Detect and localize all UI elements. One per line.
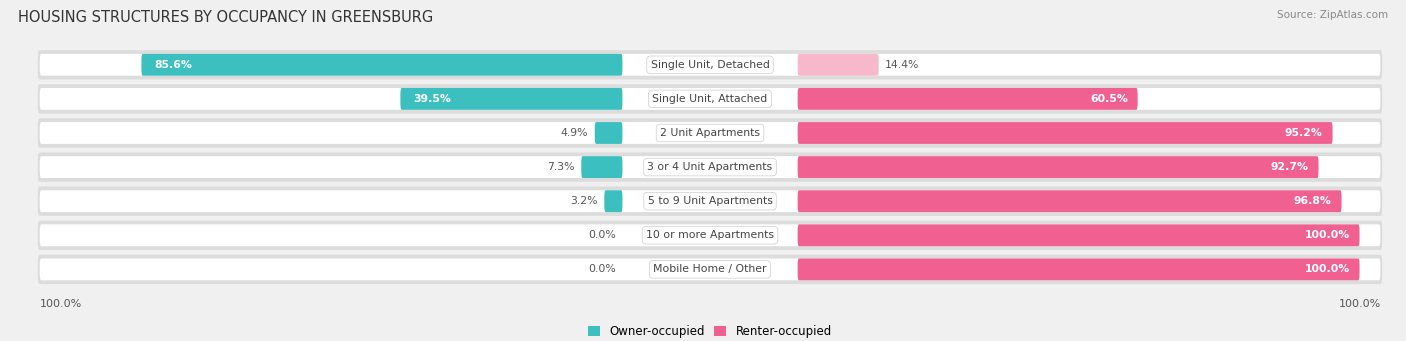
FancyBboxPatch shape [38, 152, 1382, 182]
Text: 60.5%: 60.5% [1090, 94, 1128, 104]
FancyBboxPatch shape [797, 54, 879, 76]
Text: 7.3%: 7.3% [547, 162, 575, 172]
Text: 5 to 9 Unit Apartments: 5 to 9 Unit Apartments [648, 196, 772, 206]
Text: 0.0%: 0.0% [588, 230, 616, 240]
FancyBboxPatch shape [39, 54, 1381, 76]
FancyBboxPatch shape [39, 156, 1381, 178]
FancyBboxPatch shape [38, 255, 1382, 284]
FancyBboxPatch shape [581, 156, 623, 178]
Text: HOUSING STRUCTURES BY OCCUPANCY IN GREENSBURG: HOUSING STRUCTURES BY OCCUPANCY IN GREEN… [18, 10, 433, 25]
Text: 92.7%: 92.7% [1271, 162, 1309, 172]
FancyBboxPatch shape [39, 190, 1381, 212]
Text: 39.5%: 39.5% [413, 94, 451, 104]
Text: 3 or 4 Unit Apartments: 3 or 4 Unit Apartments [648, 162, 772, 172]
Text: 95.2%: 95.2% [1285, 128, 1323, 138]
Text: Single Unit, Detached: Single Unit, Detached [651, 60, 769, 70]
FancyBboxPatch shape [797, 156, 1319, 178]
FancyBboxPatch shape [39, 122, 1381, 144]
Text: Mobile Home / Other: Mobile Home / Other [654, 264, 766, 275]
FancyBboxPatch shape [39, 224, 1381, 246]
FancyBboxPatch shape [38, 84, 1382, 114]
Text: 14.4%: 14.4% [886, 60, 920, 70]
Text: 85.6%: 85.6% [155, 60, 193, 70]
Text: 100.0%: 100.0% [1305, 230, 1350, 240]
FancyBboxPatch shape [38, 221, 1382, 250]
FancyBboxPatch shape [39, 258, 1381, 280]
FancyBboxPatch shape [38, 118, 1382, 148]
FancyBboxPatch shape [142, 54, 623, 76]
FancyBboxPatch shape [401, 88, 623, 110]
FancyBboxPatch shape [605, 190, 623, 212]
Text: 10 or more Apartments: 10 or more Apartments [645, 230, 775, 240]
FancyBboxPatch shape [797, 122, 1333, 144]
FancyBboxPatch shape [797, 258, 1360, 280]
FancyBboxPatch shape [797, 190, 1341, 212]
Text: 100.0%: 100.0% [1305, 264, 1350, 275]
Text: Single Unit, Attached: Single Unit, Attached [652, 94, 768, 104]
FancyBboxPatch shape [595, 122, 623, 144]
Text: 0.0%: 0.0% [588, 264, 616, 275]
FancyBboxPatch shape [38, 50, 1382, 79]
FancyBboxPatch shape [797, 88, 1137, 110]
Text: 96.8%: 96.8% [1294, 196, 1331, 206]
Text: Source: ZipAtlas.com: Source: ZipAtlas.com [1277, 10, 1388, 20]
Text: 4.9%: 4.9% [561, 128, 588, 138]
Text: 2 Unit Apartments: 2 Unit Apartments [659, 128, 761, 138]
FancyBboxPatch shape [797, 224, 1360, 246]
Legend: Owner-occupied, Renter-occupied: Owner-occupied, Renter-occupied [583, 321, 837, 341]
FancyBboxPatch shape [39, 88, 1381, 110]
Text: 3.2%: 3.2% [571, 196, 598, 206]
FancyBboxPatch shape [38, 187, 1382, 216]
